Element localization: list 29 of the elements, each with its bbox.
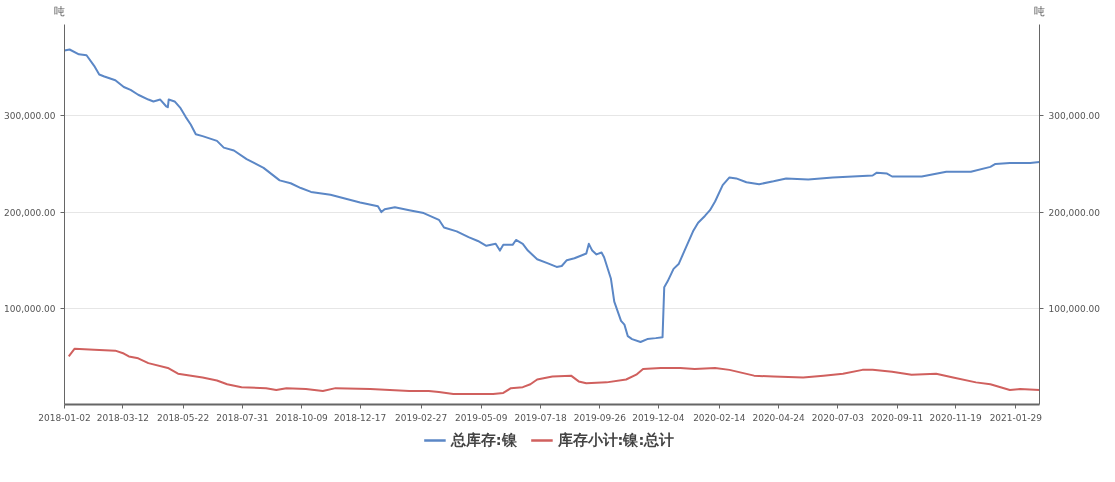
x-tick-label: 2018-12-17: [333, 412, 387, 423]
x-tick-label: 2019-07-18: [514, 412, 567, 423]
x-tick-label: 2020-02-14: [693, 412, 746, 423]
y2-axis-title: 吨: [1034, 4, 1045, 20]
line-series: [64, 48, 1040, 343]
x-tick-label: 2020-11-19: [929, 412, 983, 423]
y2-tick-label: 200,000.00: [1048, 207, 1101, 218]
y2-tick-label: 300,000.00: [1048, 111, 1101, 122]
x-tick-label: 2019-02-27: [394, 412, 448, 423]
line-series: [67, 347, 1040, 395]
x-tick-label: 2018-01-02: [38, 412, 91, 423]
x-tick-label: 2018-03-12: [96, 412, 150, 423]
y-tick-label: 200,000.00: [3, 207, 56, 218]
y-tick-label: 300,000.00: [3, 111, 56, 122]
x-tick-label: 2020-09-11: [871, 412, 924, 423]
y2-tick-label: 100,000.00: [1048, 303, 1101, 314]
x-tick-label: 2019-05-09: [455, 412, 508, 423]
x-tick-label: 2018-05-22: [156, 412, 210, 423]
x-tick-label: 2018-10-09: [275, 412, 329, 423]
x-tick-label: 2021-01-29: [989, 412, 1043, 423]
x-tick-label: 2019-12-04: [632, 412, 685, 423]
x-tick-label: 2019-09-26: [573, 412, 627, 423]
x-tick-label: 2020-04-24: [752, 412, 806, 423]
x-tick-label: 2018-07-31: [216, 412, 269, 423]
legend-label: 库存小计:镍:总计: [557, 430, 675, 450]
legend-label: 总库存:镍: [450, 430, 517, 450]
y-axis-title: 吨: [54, 4, 65, 20]
y-tick-label: 100,000.00: [3, 303, 56, 314]
x-tick-label: 2020-07-03: [811, 412, 865, 423]
